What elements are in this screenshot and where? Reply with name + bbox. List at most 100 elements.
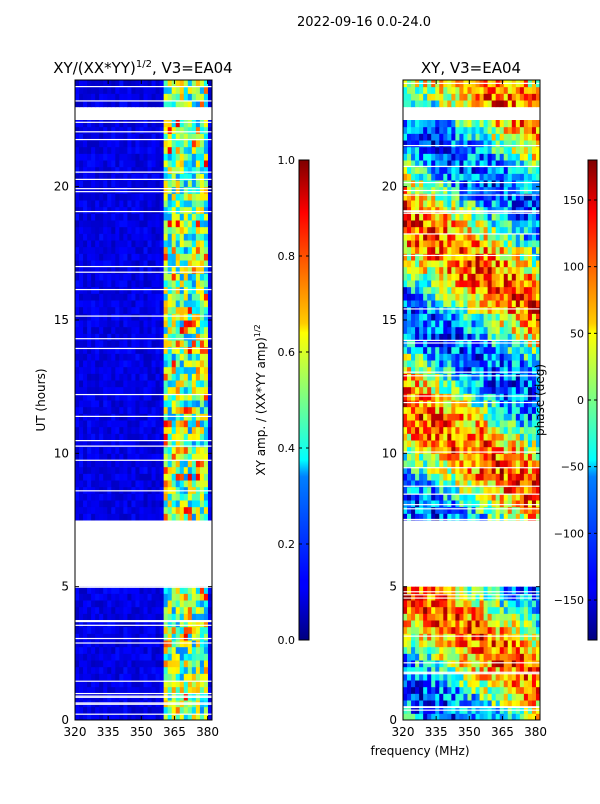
heatmap-cell — [435, 687, 440, 694]
heatmap-cell — [423, 507, 428, 514]
heatmap-cell — [87, 200, 92, 207]
heatmap-cell — [139, 273, 144, 280]
heatmap-cell — [443, 660, 448, 667]
heatmap-cell — [111, 280, 116, 287]
heatmap-cell — [196, 320, 201, 327]
heatmap-cell — [164, 633, 169, 640]
heatmap-cell — [95, 147, 100, 154]
heatmap-cell — [200, 380, 205, 387]
heatmap-cell — [488, 473, 493, 480]
heatmap-cell — [184, 633, 189, 640]
heatmap-cell — [168, 647, 173, 654]
heatmap-cell — [184, 400, 189, 407]
heatmap-cell — [127, 427, 132, 434]
heatmap-cell — [83, 253, 88, 260]
heatmap-cell — [504, 587, 509, 594]
heatmap-cell — [160, 93, 165, 100]
heatmap-cell — [512, 380, 517, 387]
heatmap-cell — [95, 480, 100, 487]
heatmap-cell — [455, 687, 460, 694]
heatmap-cell — [87, 367, 92, 374]
heatmap-cell — [196, 513, 201, 520]
heatmap-cell — [168, 160, 173, 167]
heatmap-cell — [488, 507, 493, 514]
heatmap-cell — [148, 200, 153, 207]
heatmap-cell — [115, 207, 120, 214]
heatmap-cell — [204, 607, 209, 614]
heatmap-cell — [472, 653, 477, 660]
left-panel-title: XY/(XX*YY)1/2, V3=EA04 — [53, 59, 232, 77]
heatmap-cell — [484, 267, 489, 274]
heatmap-cell — [83, 320, 88, 327]
heatmap-cell — [472, 260, 477, 267]
heatmap-cell — [152, 340, 157, 347]
heatmap-cell — [423, 347, 428, 354]
heatmap-cell — [200, 333, 205, 340]
heatmap-cell — [135, 247, 140, 254]
heatmap-cell — [516, 333, 521, 340]
heatmap-cell — [160, 433, 165, 440]
heatmap-cell — [184, 187, 189, 194]
heatmap-cell — [152, 220, 157, 227]
heatmap-cell — [156, 493, 161, 500]
heatmap-cell — [95, 660, 100, 667]
heatmap-cell — [172, 507, 177, 514]
heatmap-cell — [435, 327, 440, 334]
heatmap-cell — [407, 293, 412, 300]
heatmap-cell — [508, 507, 513, 514]
heatmap-cell — [144, 460, 149, 467]
heatmap-cell — [91, 153, 96, 160]
heatmap-cell — [439, 280, 444, 287]
flag-line — [75, 696, 212, 697]
heatmap-cell — [91, 287, 96, 294]
heatmap-cell — [111, 447, 116, 454]
heatmap-cell — [91, 313, 96, 320]
heatmap-cell — [99, 153, 104, 160]
heatmap-cell — [524, 460, 529, 467]
heatmap-cell — [435, 693, 440, 700]
heatmap-cell — [75, 287, 80, 294]
heatmap-cell — [184, 333, 189, 340]
heatmap-cell — [91, 247, 96, 254]
heatmap-cell — [152, 140, 157, 147]
heatmap-cell — [447, 647, 452, 654]
heatmap-cell — [135, 633, 140, 640]
heatmap-cell — [156, 707, 161, 714]
heatmap-cell — [148, 353, 153, 360]
heatmap-cell — [75, 500, 80, 507]
heatmap-cell — [504, 633, 509, 640]
heatmap-cell — [439, 260, 444, 267]
heatmap-cell — [427, 380, 432, 387]
heatmap-cell — [415, 427, 420, 434]
heatmap-cell — [111, 240, 116, 247]
heatmap-cell — [192, 627, 197, 634]
heatmap-cell — [472, 347, 477, 354]
heatmap-cell — [87, 247, 92, 254]
heatmap-cell — [180, 660, 185, 667]
heatmap-cell — [500, 627, 505, 634]
heatmap-cell — [439, 400, 444, 407]
heatmap-cell — [83, 93, 88, 100]
heatmap-cell — [148, 213, 153, 220]
heatmap-cell — [103, 227, 108, 234]
flag-line — [75, 139, 212, 140]
flag-line — [75, 338, 212, 339]
heatmap-cell — [83, 447, 88, 454]
heatmap-cell — [439, 600, 444, 607]
heatmap-cell — [180, 293, 185, 300]
flag-line — [75, 86, 212, 87]
heatmap-cell — [196, 213, 201, 220]
heatmap-cell — [463, 627, 468, 634]
heatmap-cell — [148, 340, 153, 347]
heatmap-cell — [95, 87, 100, 94]
heatmap-cell — [148, 433, 153, 440]
heatmap-cell — [520, 427, 525, 434]
flag-line — [75, 566, 212, 567]
heatmap-cell — [107, 180, 112, 187]
heatmap-cell — [496, 687, 501, 694]
heatmap-cell — [528, 280, 533, 287]
heatmap-cell — [200, 660, 205, 667]
heatmap-cell — [127, 473, 132, 480]
heatmap-cell — [127, 180, 132, 187]
heatmap-cell — [148, 400, 153, 407]
